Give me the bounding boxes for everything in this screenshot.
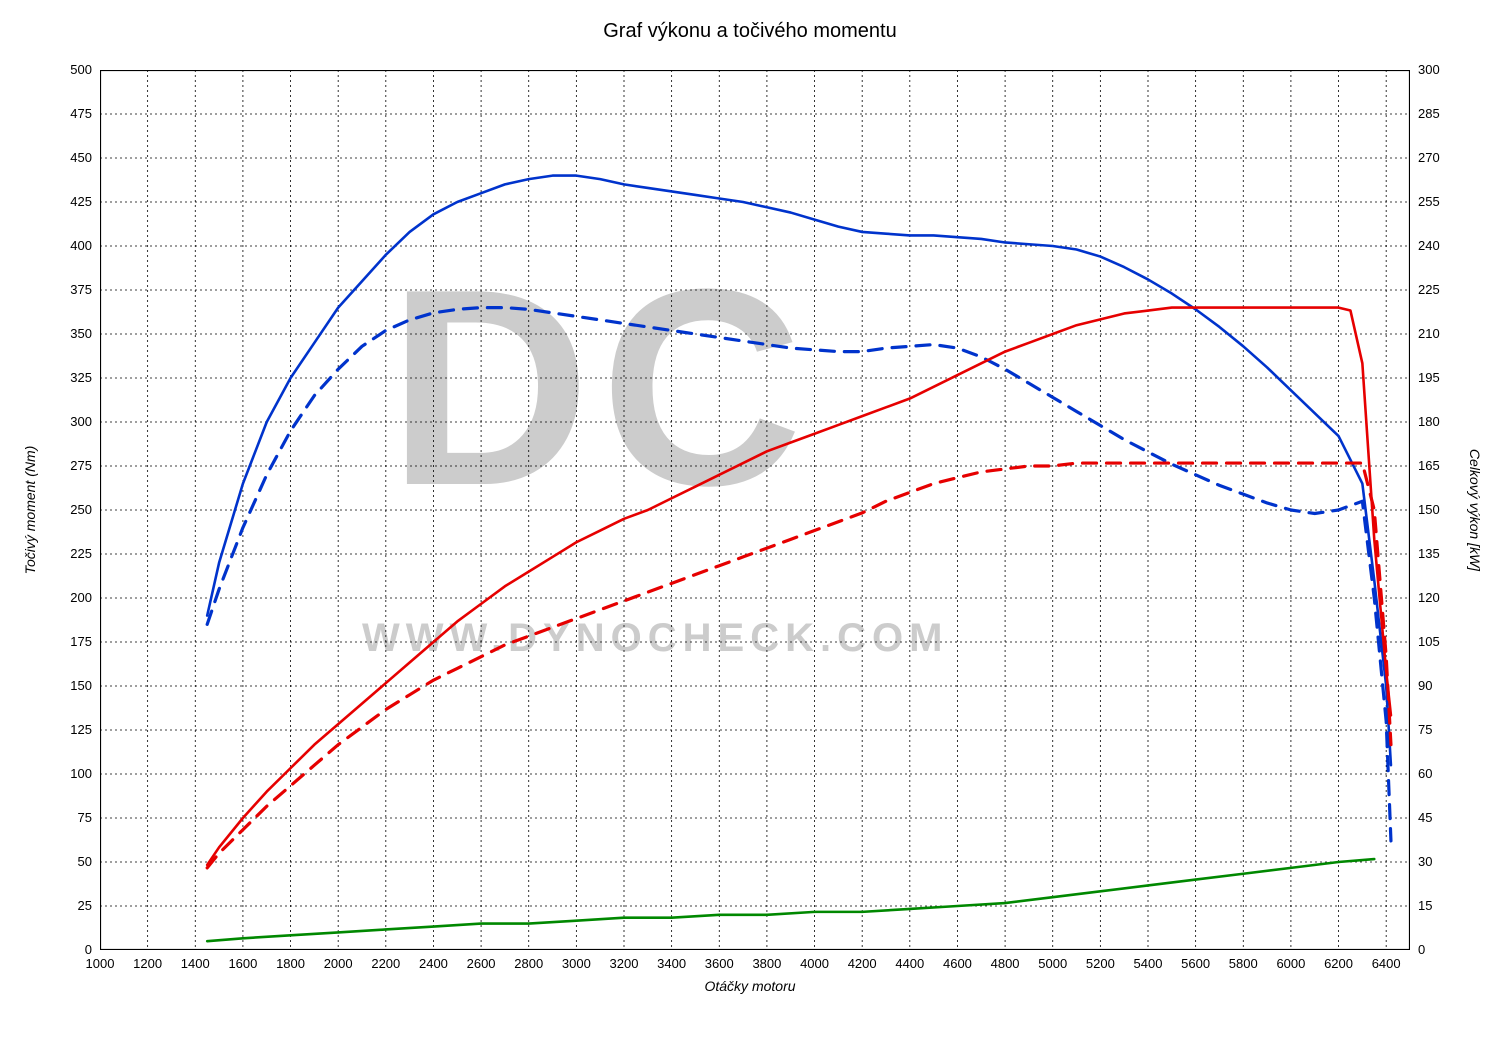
tick-label: 120 — [1418, 590, 1440, 605]
tick-label: 30 — [1418, 854, 1432, 869]
tick-label: 165 — [1418, 458, 1440, 473]
tick-label: 450 — [32, 150, 92, 165]
tick-label: 400 — [32, 238, 92, 253]
tick-label: 0 — [1418, 942, 1425, 957]
tick-label: 6400 — [1356, 956, 1416, 971]
tick-label: 225 — [32, 546, 92, 561]
tick-label: 60 — [1418, 766, 1432, 781]
series-power_dashed_red — [207, 463, 1391, 868]
tick-label: 15 — [1418, 898, 1432, 913]
tick-label: 125 — [32, 722, 92, 737]
tick-label: 25 — [32, 898, 92, 913]
tick-label: 210 — [1418, 326, 1440, 341]
tick-label: 150 — [32, 678, 92, 693]
tick-label: 325 — [32, 370, 92, 385]
tick-label: 475 — [32, 106, 92, 121]
tick-label: 270 — [1418, 150, 1440, 165]
series-loss_green — [207, 859, 1374, 941]
tick-label: 500 — [32, 62, 92, 77]
series-power_solid_red — [207, 308, 1391, 865]
tick-label: 195 — [1418, 370, 1440, 385]
series-torque_dashed_blue — [207, 308, 1391, 841]
tick-label: 75 — [1418, 722, 1432, 737]
tick-label: 275 — [32, 458, 92, 473]
tick-label: 45 — [1418, 810, 1432, 825]
tick-label: 425 — [32, 194, 92, 209]
series-torque_solid_blue — [207, 176, 1391, 766]
plot-area — [100, 70, 1410, 950]
tick-label: 180 — [1418, 414, 1440, 429]
y-axis-right-label: Celkový výkon [kW] — [1467, 360, 1483, 660]
tick-label: 90 — [1418, 678, 1432, 693]
tick-label: 0 — [32, 942, 92, 957]
tick-label: 250 — [32, 502, 92, 517]
tick-label: 255 — [1418, 194, 1440, 209]
tick-label: 300 — [1418, 62, 1440, 77]
tick-label: 75 — [32, 810, 92, 825]
chart-title: Graf výkonu a točivého momentu — [0, 20, 1500, 43]
tick-label: 240 — [1418, 238, 1440, 253]
tick-label: 225 — [1418, 282, 1440, 297]
tick-label: 135 — [1418, 546, 1440, 561]
chart-container: Graf výkonu a točivého momentu DC WWW.DY… — [0, 0, 1500, 1041]
tick-label: 375 — [32, 282, 92, 297]
tick-label: 200 — [32, 590, 92, 605]
tick-label: 350 — [32, 326, 92, 341]
tick-label: 285 — [1418, 106, 1440, 121]
tick-label: 300 — [32, 414, 92, 429]
tick-label: 105 — [1418, 634, 1440, 649]
tick-label: 175 — [32, 634, 92, 649]
x-axis-label: Otáčky motoru — [0, 978, 1500, 994]
tick-label: 50 — [32, 854, 92, 869]
tick-label: 100 — [32, 766, 92, 781]
tick-label: 150 — [1418, 502, 1440, 517]
